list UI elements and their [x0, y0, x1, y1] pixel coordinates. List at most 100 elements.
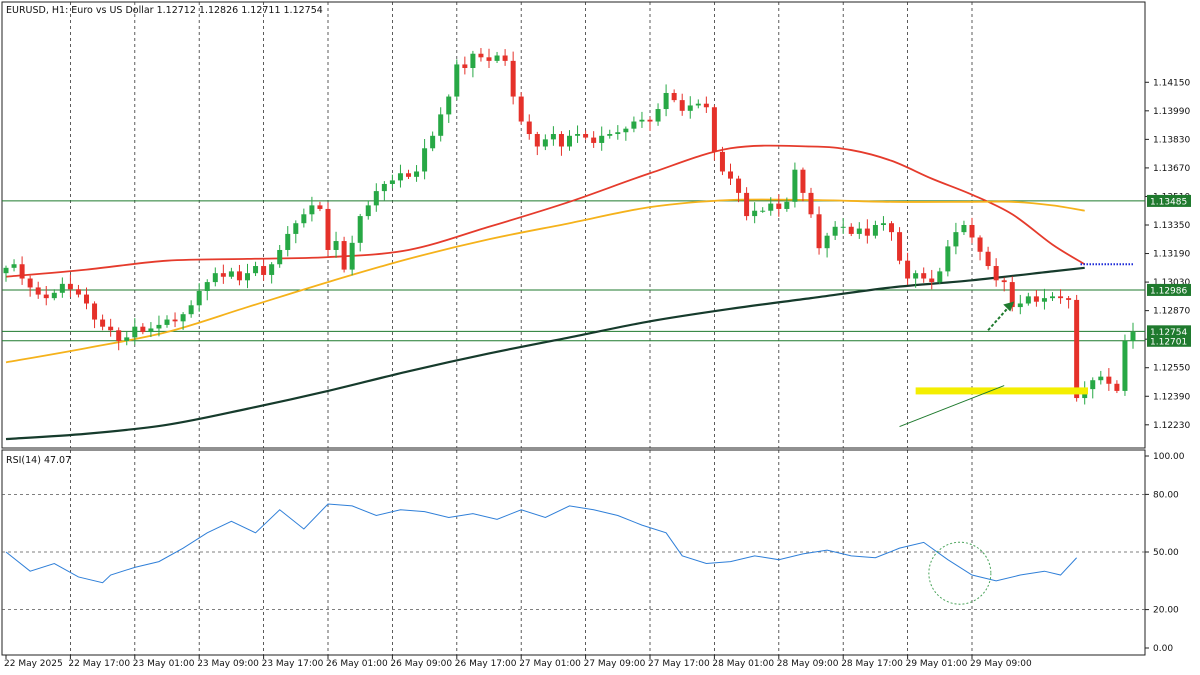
candle-body — [1050, 296, 1055, 299]
candle-body — [309, 205, 315, 215]
candle-body — [768, 203, 774, 211]
time-label: 29 May 01:00 — [906, 659, 968, 669]
candle-body — [406, 173, 411, 177]
candle-body — [462, 64, 468, 69]
candle-body — [220, 273, 226, 277]
candle-body — [808, 192, 814, 215]
candle-body — [607, 134, 613, 136]
candle-body — [631, 121, 637, 129]
candle-body — [550, 134, 556, 140]
candle-body — [1074, 299, 1080, 399]
price-label: 1.12390 — [1153, 392, 1190, 402]
candle-body — [132, 326, 138, 338]
time-label: 29 May 09:00 — [970, 659, 1032, 669]
chart-header: EURUSD, H1: Euro vs US Dollar 1.12712 1.… — [6, 5, 323, 16]
candle-body — [11, 264, 17, 268]
level-tag-label: 1.12701 — [1150, 337, 1187, 347]
time-label: 27 May 01:00 — [519, 659, 581, 669]
candle-body — [100, 319, 106, 327]
candle-body — [575, 134, 581, 136]
candle-body — [510, 60, 516, 97]
time-label: 23 May 09:00 — [197, 659, 259, 669]
candle-body — [728, 171, 733, 179]
candle-body — [365, 205, 371, 217]
candle-body — [1066, 298, 1072, 300]
candle-body — [204, 282, 210, 292]
candle-body — [663, 92, 669, 110]
candle-body — [816, 214, 822, 249]
candle-body — [880, 223, 886, 225]
candle-body — [3, 267, 9, 274]
candle-body — [236, 271, 242, 281]
candle-body — [156, 324, 162, 329]
candle-body — [671, 92, 677, 101]
rsi-highlight-circle[interactable] — [928, 541, 992, 605]
candle-body — [430, 135, 436, 149]
candle-body — [261, 266, 267, 275]
candle-body — [687, 105, 693, 111]
candle-body — [832, 226, 838, 236]
trendline[interactable] — [899, 385, 1005, 428]
candle-body — [1009, 282, 1015, 308]
candle-body — [1041, 298, 1047, 302]
candle-body — [969, 225, 975, 238]
candle-body — [792, 169, 798, 202]
candle-body — [897, 232, 903, 261]
time-label: 23 May 01:00 — [133, 659, 195, 669]
time-label: 28 May 17:00 — [841, 659, 903, 669]
candle-body — [1130, 332, 1136, 341]
rsi-label: RSI(14) 47.07 — [6, 455, 71, 466]
candle-body — [116, 330, 122, 341]
price-label: 1.12550 — [1153, 364, 1190, 374]
candle-body — [277, 249, 283, 265]
candle-body — [349, 242, 355, 270]
candle-body — [655, 109, 661, 122]
support-zone[interactable] — [915, 387, 1088, 395]
candle-body — [317, 205, 323, 209]
time-label: 22 May 17:00 — [68, 659, 130, 669]
candle-body — [929, 278, 935, 283]
moving-average-line — [5, 144, 1086, 278]
rsi-tick-label: 80.00 — [1153, 490, 1179, 500]
candle-body — [711, 107, 717, 152]
level-tag — [1147, 283, 1191, 296]
candle-body — [438, 114, 444, 136]
candle-body — [824, 235, 830, 249]
candle-body — [333, 241, 339, 250]
time-label: 28 May 01:00 — [712, 659, 774, 669]
candle-body — [293, 223, 299, 234]
candle-body — [703, 103, 709, 108]
candle-body — [534, 134, 540, 147]
candle-body — [889, 223, 894, 233]
rsi-tick-label: 100.00 — [1153, 452, 1185, 462]
candle-body — [486, 57, 492, 61]
candle-body — [478, 53, 484, 58]
candle-body — [542, 139, 548, 147]
candle-body — [1090, 380, 1096, 390]
candle-body — [84, 294, 89, 304]
candle-body — [59, 283, 65, 293]
candle-body — [800, 169, 806, 193]
rsi-tick-label: 20.00 — [1153, 606, 1179, 616]
price-label: 1.14150 — [1153, 78, 1190, 88]
arrow-shaft — [987, 306, 1009, 331]
candle-body — [695, 103, 701, 106]
price-label: 1.13670 — [1153, 164, 1190, 174]
price-label: 1.13830 — [1153, 135, 1190, 145]
time-label: 27 May 17:00 — [648, 659, 710, 669]
candle-body — [647, 119, 653, 122]
arrow-head-icon — [1003, 301, 1015, 312]
candle-body — [905, 260, 911, 279]
candle-body — [872, 225, 878, 236]
rsi-tick-label: 0.00 — [1153, 644, 1173, 654]
candle-body — [937, 271, 943, 283]
candle-body — [357, 216, 363, 243]
candle-body — [140, 326, 146, 333]
candle-body — [43, 294, 49, 299]
candle-body — [1025, 296, 1031, 304]
candle-body — [518, 96, 524, 122]
candle-body — [414, 171, 420, 177]
candle-body — [864, 228, 870, 236]
candle-body — [744, 192, 750, 217]
